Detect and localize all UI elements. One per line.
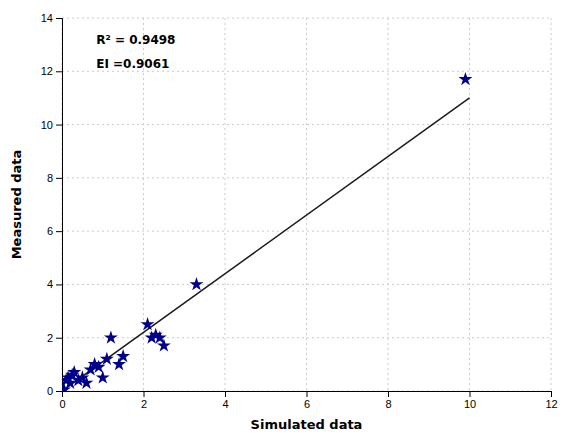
tick: 8 — [385, 391, 391, 410]
plot: 0 2 4 6 8 10 12 0 2 4 6 8 10 12 14 R² = 0.9498 EI =0.906… — [41, 12, 558, 410]
tick: 4 — [222, 391, 228, 410]
y-axis: 0 2 4 6 8 10 12 14 — [41, 12, 63, 397]
tick-label: 6 — [47, 225, 53, 237]
tick-mark — [56, 284, 62, 285]
grid-line — [143, 18, 144, 391]
point — [141, 317, 155, 330]
x-axis: 0 2 4 6 8 10 12 — [59, 391, 557, 410]
tick-label: 12 — [41, 65, 53, 77]
tick-mark — [56, 71, 62, 72]
tick: 6 — [304, 391, 310, 410]
point — [190, 277, 204, 290]
tick: 0 — [59, 391, 65, 410]
grid-line — [388, 18, 389, 391]
grid-line — [62, 284, 551, 285]
tick: 0 — [47, 385, 62, 397]
point — [100, 352, 114, 365]
tick: 6 — [47, 225, 62, 237]
grid — [62, 18, 551, 391]
chart: 0 2 4 6 8 10 12 0 2 4 6 8 10 12 14 R² = 0.9498 EI =0.906… — [0, 0, 573, 441]
grid-line — [62, 231, 551, 232]
tick-mark — [56, 231, 62, 232]
tick: 10 — [41, 119, 62, 131]
tick-label: 4 — [47, 278, 53, 290]
tick-label: 12 — [545, 398, 557, 410]
tick: 12 — [545, 391, 557, 410]
tick-label: 6 — [304, 398, 310, 410]
tick-mark — [56, 178, 62, 179]
grid-line — [62, 18, 551, 19]
tick-label: 2 — [47, 332, 53, 344]
tick: 4 — [47, 278, 62, 290]
point — [116, 349, 130, 362]
tick-mark — [56, 18, 62, 19]
x-axis-title: Simulated data — [251, 417, 363, 432]
axis-line — [56, 19, 63, 392]
grid-line — [62, 177, 551, 178]
tick-label: 8 — [385, 398, 391, 410]
tick-mark — [56, 125, 62, 126]
grid-line — [469, 18, 470, 391]
grid-line — [306, 18, 307, 391]
annotations: R² = 0.9498 EI =0.9061 — [96, 33, 175, 71]
annotation: R² = 0.9498 — [96, 33, 175, 47]
tick-label: 4 — [222, 398, 228, 410]
tick-mark — [307, 391, 308, 397]
grid-line — [551, 18, 552, 391]
point — [96, 370, 110, 383]
tick-label: 2 — [141, 398, 147, 410]
tick: 2 — [141, 391, 147, 410]
y-axis-title: Measured data — [9, 150, 24, 260]
tick: 12 — [41, 65, 62, 77]
tick-mark — [470, 391, 471, 397]
tick-mark — [225, 391, 226, 397]
tick-label: 10 — [464, 398, 476, 410]
tick-label: 14 — [41, 12, 53, 24]
axis-line — [63, 392, 552, 398]
line — [62, 98, 470, 391]
point — [79, 376, 93, 389]
tick: 2 — [47, 332, 62, 344]
tick-mark — [144, 391, 145, 397]
tick-label: 10 — [41, 119, 53, 131]
marks — [62, 72, 472, 391]
tick-label: 0 — [59, 398, 65, 410]
grid-line — [62, 124, 551, 125]
grid-line — [225, 18, 226, 391]
point — [157, 338, 171, 351]
tick-mark — [56, 391, 62, 392]
point — [92, 360, 106, 373]
annotation: EI =0.9061 — [96, 57, 169, 71]
tick: 8 — [47, 172, 62, 184]
point — [458, 72, 472, 85]
grid-line — [62, 71, 551, 72]
tick-label: 8 — [47, 172, 53, 184]
tick-label: 0 — [47, 385, 53, 397]
tick-mark — [388, 391, 389, 397]
tick-mark — [56, 338, 62, 339]
tick: 10 — [464, 391, 476, 410]
point — [104, 330, 118, 343]
tick-mark — [551, 391, 552, 397]
tick: 14 — [41, 12, 62, 24]
